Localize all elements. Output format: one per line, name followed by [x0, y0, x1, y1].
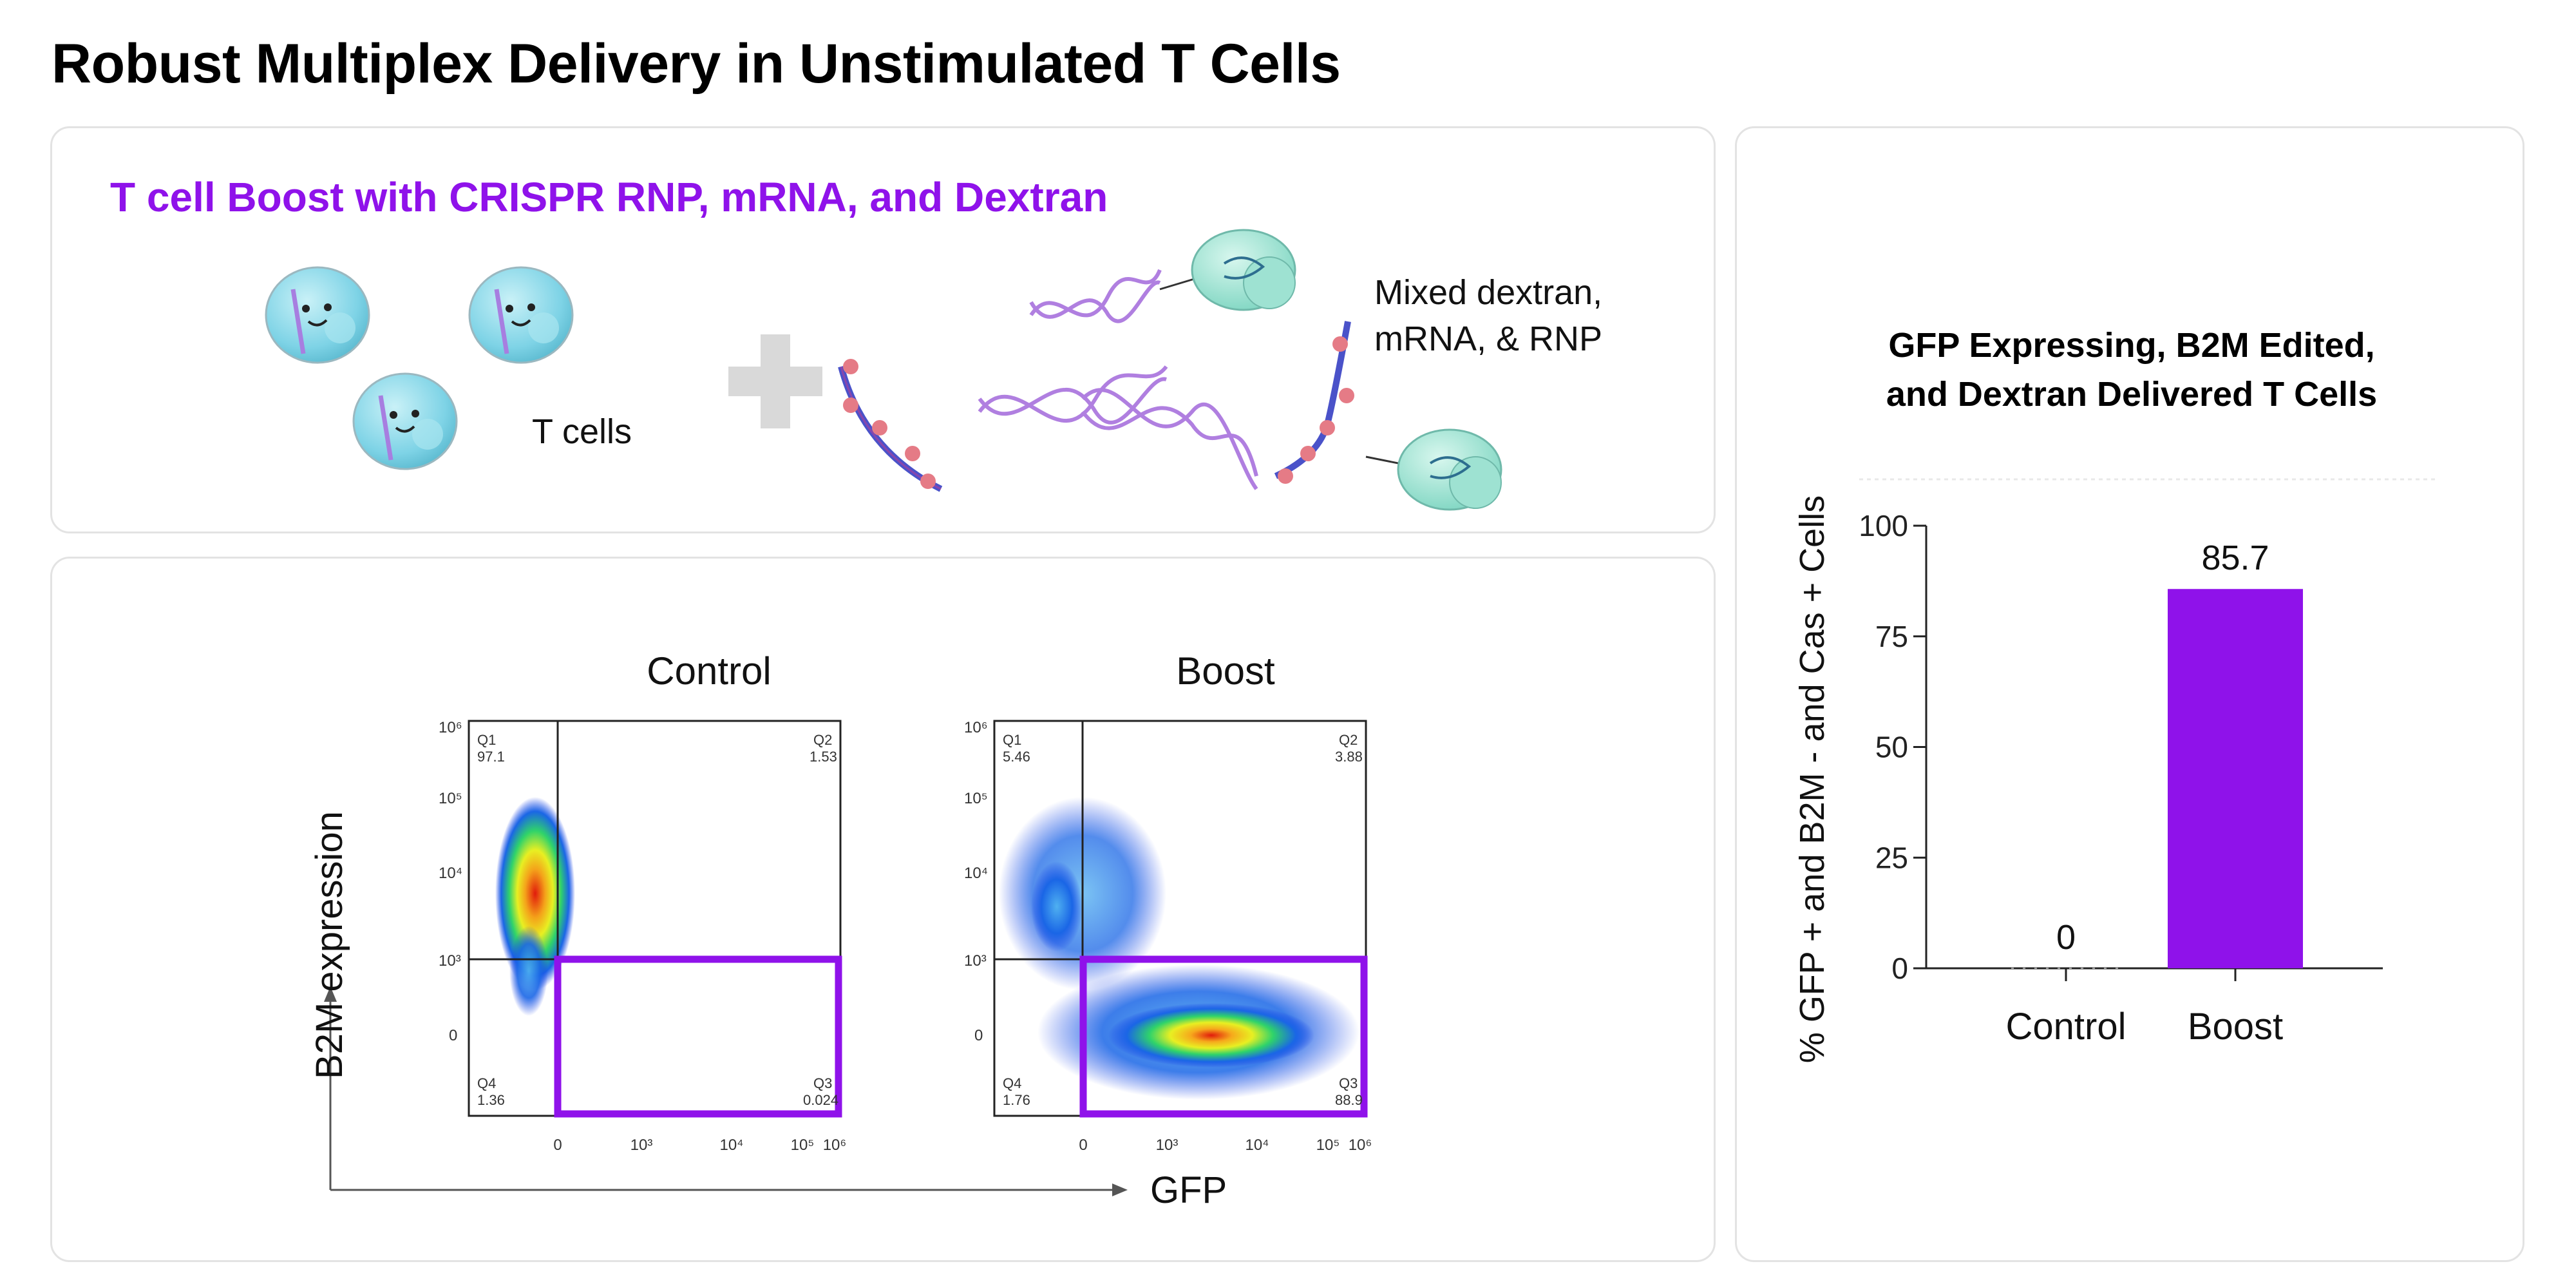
bar-value-label: 85.7	[2201, 539, 2269, 577]
quadrant-name-q2: Q2	[1339, 732, 1358, 748]
flow-plots: B2M expression GFP Q1 97.1 Q2 1.53 Q3 0.…	[308, 719, 1372, 1211]
quadrant-name-q3: Q3	[813, 1075, 832, 1091]
y-tick-label: 25	[1875, 841, 1908, 874]
bar-chart-panel: GFP Expressing, B2M Edited, and Dextran …	[1735, 126, 2524, 1262]
y-tick-label: 0	[1891, 952, 1908, 985]
x-tick-label: 0	[553, 1136, 562, 1154]
quadrant-name-q4: Q4	[1003, 1075, 1021, 1091]
x-tick-label: 10⁶	[823, 1136, 847, 1154]
quadrant-name-q4: Q4	[477, 1075, 496, 1091]
flow-plot-control: Q1 97.1 Q2 1.53 Q3 0.024 Q4 1.36	[468, 720, 842, 1118]
x-tick-label: 0	[1079, 1136, 1087, 1154]
plus-icon	[728, 334, 822, 428]
mrna-icon	[978, 269, 1258, 490]
y-tick-label: 75	[1875, 620, 1908, 653]
y-tick-label: 0	[449, 1027, 457, 1044]
flow-x-axis-label: GFP	[1150, 1169, 1227, 1211]
y-tick-label: 100	[1859, 509, 1908, 542]
quadrant-value-q2: 3.88	[1335, 749, 1363, 765]
schematic-illustration	[265, 229, 1502, 511]
schematic-panel: T cell Boost with CRISPR RNP, mRNA, and …	[50, 126, 1716, 533]
quadrant-name-q1: Q1	[477, 732, 496, 748]
q3-gate	[1079, 955, 1368, 1118]
x-tick-label: 10³	[630, 1136, 653, 1154]
bar-chart: 0 25 50 75 100 0 Control 85.7 Boost % GFP + and B…	[1793, 478, 2439, 1063]
quadrant-value-q4: 1.36	[477, 1092, 505, 1108]
y-axis-arrow	[324, 986, 337, 1190]
schematic-title: T cell Boost with CRISPR RNP, mRNA, and …	[110, 174, 1108, 220]
y-axis-label: % GFP + and B2M - and Cas + Cells	[1793, 495, 1832, 1063]
dextran-icon	[1274, 321, 1354, 484]
x-tick-label: 10⁶	[1349, 1136, 1372, 1154]
quadrant-value-q3: 0.024	[803, 1092, 838, 1108]
y-tick-label: 10⁵	[964, 790, 988, 807]
bar-boost	[2168, 589, 2303, 968]
x-tick-label: 10⁴	[719, 1136, 743, 1154]
x-tick-label: 10³	[1156, 1136, 1179, 1154]
density-cloud	[509, 926, 548, 1016]
y-tick-label: 10³	[964, 952, 987, 970]
cas9-rnp-icon	[1365, 428, 1502, 511]
quadrant-value-q1: 97.1	[477, 749, 505, 765]
quadrant-name-q1: Q1	[1003, 732, 1021, 748]
dextran-icon	[838, 359, 943, 492]
density-cloud	[1031, 861, 1083, 952]
quadrant-value-q4: 1.76	[1003, 1092, 1030, 1108]
chart-title: GFP Expressing, B2M Edited, and Dextran …	[1737, 321, 2526, 419]
tcell-icon	[352, 372, 458, 470]
bar-value-label: 0	[2056, 918, 2076, 957]
density-cloud	[1108, 1003, 1314, 1068]
y-tick-label: 10⁴	[964, 865, 988, 882]
cas9-rnp-icon	[1159, 229, 1296, 311]
x-tick-label: 10⁵	[1316, 1136, 1340, 1154]
y-tick-label: 10⁶	[439, 719, 462, 736]
flow-y-axis-label: B2M expression	[308, 811, 350, 1079]
tcell-icon	[468, 266, 574, 364]
flow-plot-title-boost: Boost	[1176, 649, 1275, 693]
quadrant-value-q2: 1.53	[810, 749, 837, 765]
x-tick-label: 10⁴	[1245, 1136, 1269, 1154]
flow-plot-boost: Q1 5.46 Q2 3.88 Q3 88.9 Q4 1.76	[993, 720, 1368, 1118]
tcells-label: T cells	[532, 412, 632, 451]
y-tick-label: 10⁵	[439, 790, 462, 807]
x-category-label: Control	[2006, 1006, 2126, 1048]
y-tick-label: 10³	[439, 952, 461, 970]
x-category-label: Boost	[2188, 1006, 2283, 1048]
y-tick-label: 50	[1875, 731, 1908, 764]
tcell-icon	[265, 266, 370, 364]
x-axis-arrow	[330, 1183, 1128, 1196]
page-title: Robust Multiplex Delivery in Unstimulate…	[52, 33, 1341, 95]
flow-panel: Control Boost	[50, 557, 1716, 1262]
y-tick-label: 10⁶	[964, 719, 988, 736]
quadrant-name-q3: Q3	[1339, 1075, 1358, 1091]
mix-label-line1: Mixed dextran,	[1374, 273, 1603, 312]
y-tick-label: 0	[974, 1027, 983, 1044]
q3-gate	[554, 955, 842, 1118]
mix-label-line2: mRNA, & RNP	[1374, 320, 1603, 358]
x-tick-label: 10⁵	[791, 1136, 815, 1154]
flow-plot-title-control: Control	[647, 649, 772, 693]
chart-title-line1: GFP Expressing, B2M Edited,	[1888, 326, 2375, 365]
quadrant-name-q2: Q2	[813, 732, 832, 748]
y-tick-label: 10⁴	[439, 865, 462, 882]
chart-title-line2: and Dextran Delivered T Cells	[1886, 374, 2378, 414]
quadrant-value-q3: 88.9	[1335, 1092, 1363, 1108]
quadrant-value-q1: 5.46	[1003, 749, 1030, 765]
